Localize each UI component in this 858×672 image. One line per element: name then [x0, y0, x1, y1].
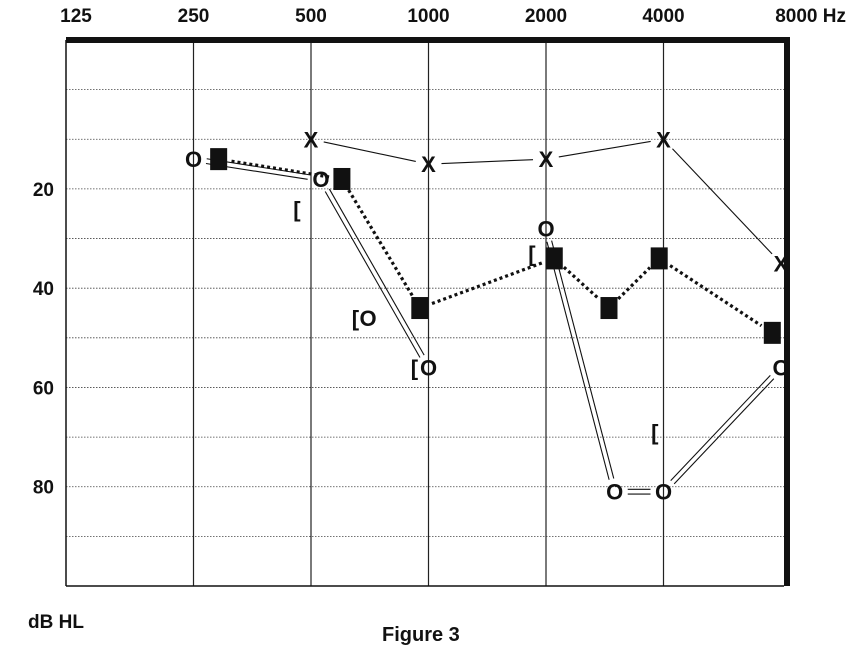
data-point-circle: O — [655, 480, 672, 505]
data-point-circle: O — [185, 147, 202, 172]
y-tick-label: 60 — [33, 378, 54, 399]
connector-line — [323, 141, 416, 162]
plot-right-border — [784, 37, 790, 586]
data-point-filled-square — [763, 321, 781, 344]
data-point-bracket: [ — [411, 356, 419, 381]
connector-line — [673, 378, 775, 485]
connector-line — [551, 240, 615, 479]
x-tick-label: 8000 Hz — [775, 6, 846, 27]
x-tick-label: 1000 — [407, 6, 449, 27]
data-point-x: X — [539, 147, 554, 172]
data-point-bracket: [ — [528, 241, 536, 266]
data-point-filled-square — [333, 167, 351, 190]
data-point-x: X — [656, 127, 671, 152]
figure-caption: Figure 3 — [382, 624, 460, 646]
data-point-x: X — [421, 152, 436, 177]
connector-line — [670, 375, 771, 481]
plot-frame — [65, 37, 790, 587]
data-point-filled-square — [210, 148, 228, 171]
x-tick-label: 250 — [178, 6, 210, 27]
connector-line — [546, 241, 610, 480]
connector-line — [562, 265, 601, 301]
data-point-circle: O — [359, 306, 376, 331]
connector-line — [431, 261, 543, 306]
data-point-bracket: [ — [651, 420, 659, 445]
y-tick-label: 40 — [33, 279, 54, 300]
x-tick-label: 2000 — [525, 6, 567, 27]
x-tick-label: 125 — [60, 6, 92, 27]
connector-line — [558, 140, 651, 158]
connector-line — [441, 159, 534, 165]
data-point-circle: O — [312, 167, 329, 192]
data-point-filled-square — [411, 297, 429, 320]
y-tick-labels: 20 40 60 80 — [33, 180, 54, 499]
data-point-bracket: [ — [352, 306, 360, 331]
connector-line — [672, 148, 773, 255]
plot-top-border — [66, 37, 790, 43]
data-point-bracket: [ — [293, 197, 301, 222]
y-tick-label: 80 — [33, 478, 54, 499]
data-point-filled-square — [545, 247, 563, 270]
data-point-filled-square — [650, 247, 668, 270]
connector-line — [324, 191, 421, 358]
connector-line — [231, 159, 330, 179]
x-tick-label: 500 — [295, 6, 327, 27]
data-point-circle: O — [772, 356, 789, 381]
y-axis-label: dB HL — [28, 612, 84, 633]
data-point-circle: O — [606, 480, 623, 505]
grid — [66, 40, 784, 586]
y-tick-label: 20 — [33, 180, 54, 201]
data-point-circle: O — [537, 217, 554, 242]
connector-line — [328, 188, 425, 356]
data-point-filled-square — [600, 297, 618, 320]
connector-line — [347, 189, 415, 298]
connector-line — [617, 266, 652, 301]
data-point-x: X — [304, 127, 319, 152]
series-lines — [205, 140, 775, 495]
data-point-circle: O — [420, 356, 437, 381]
x-tick-label: 4000 — [642, 6, 684, 27]
x-tick-labels: 125 250 500 1000 2000 4000 8000 Hz — [60, 6, 846, 27]
connector-line — [669, 264, 763, 328]
data-point-x: X — [774, 251, 789, 276]
